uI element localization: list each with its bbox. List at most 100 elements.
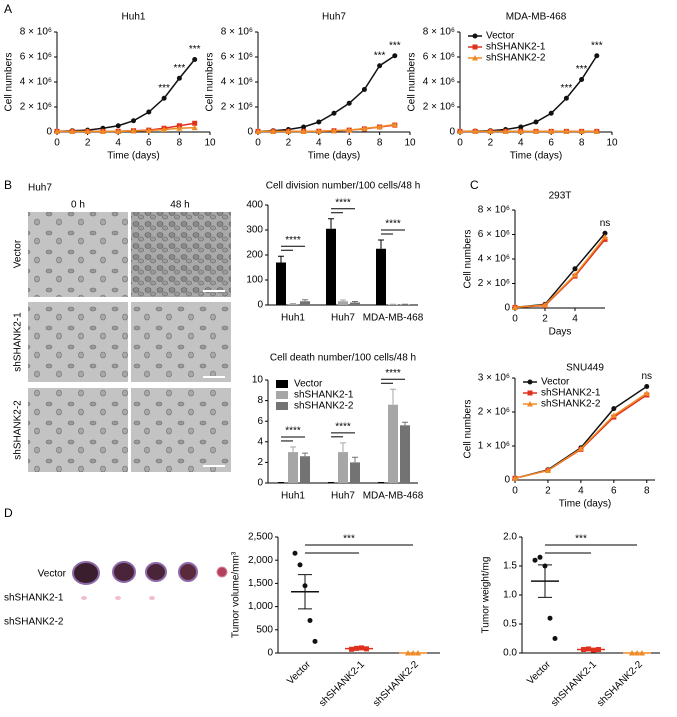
bar: [300, 456, 310, 483]
data-point: [538, 555, 543, 560]
x-tick-label: shSHANK2-1: [317, 659, 367, 709]
series-line: [515, 237, 605, 307]
y-tick-label: 3 × 10⁶: [478, 373, 510, 384]
legend-label: shSHANK2-2: [541, 399, 601, 410]
error-bar: [352, 457, 358, 462]
significance-label: ***: [561, 83, 573, 94]
bar: [338, 452, 348, 483]
x-tick-label: Huh7: [331, 491, 355, 502]
row-label: shSHANK2-1: [4, 593, 64, 604]
y-axis-label: Cell numbers: [463, 230, 474, 289]
x-tick-label: 4: [572, 314, 578, 325]
chart-title: Cell death number/100 cells/48 h: [270, 353, 416, 364]
panel-label: C: [470, 178, 479, 192]
y-tick-label: 2,000: [248, 555, 273, 566]
data-point: [349, 647, 354, 652]
y-tick-label: 6 × 10⁶: [221, 52, 253, 63]
significance-label: ns: [600, 218, 611, 229]
micrograph: [131, 212, 231, 297]
y-tick-label: 8 × 10⁶: [20, 27, 52, 38]
y-tick-label: 0: [257, 478, 263, 489]
data-point: [354, 646, 359, 651]
significance-label: ***: [389, 40, 401, 51]
error-bar: [278, 256, 284, 262]
significance-label: ***: [591, 40, 603, 51]
row-label: shSHANK2-2: [13, 400, 24, 460]
bar: [276, 263, 286, 306]
y-tick-label: 1,500: [248, 578, 273, 589]
series-line: [515, 233, 605, 307]
x-tick-label: Huh1: [281, 491, 305, 502]
y-tick-label: 1.5: [503, 561, 517, 572]
bar: [376, 249, 386, 305]
row-label: shSHANK2-1: [13, 312, 24, 372]
chart-title: SNU449: [566, 363, 604, 374]
bar: [326, 229, 336, 305]
series-line: [57, 128, 195, 132]
tumor: [73, 562, 99, 584]
bar: [300, 301, 310, 305]
x-axis-label: Days: [549, 327, 572, 338]
y-tick-label: 100: [246, 275, 263, 286]
data-point: [332, 111, 337, 116]
y-tick-label: 2 × 10⁶: [221, 102, 253, 113]
data-point: [377, 63, 382, 68]
y-tick-label: 8 × 10⁶: [221, 27, 253, 38]
y-tick-label: 0: [247, 127, 253, 138]
y-tick-label: 2 × 10⁶: [478, 407, 510, 418]
significance-label: ****: [285, 235, 301, 246]
data-point: [644, 384, 649, 389]
column-label: 0 h: [71, 200, 85, 211]
x-tick-label: 2: [286, 138, 292, 149]
data-point: [543, 564, 548, 569]
significance-label: ***: [374, 50, 386, 61]
y-tick-label: 2,500: [248, 532, 273, 543]
legend-label: shSHANK2-2: [294, 401, 354, 412]
x-axis-label: Time (days): [107, 151, 159, 162]
data-point: [116, 123, 121, 128]
data-point: [548, 616, 553, 621]
series-line: [258, 56, 395, 132]
error-bar: [302, 453, 308, 456]
legend-swatch: [276, 380, 288, 388]
legend-marker: [473, 45, 478, 50]
legend-label: shSHANK2-1: [294, 390, 354, 401]
y-tick-label: 0: [46, 127, 52, 138]
data-point: [298, 562, 303, 567]
y-tick-label: 2: [257, 457, 263, 468]
micrograph: [131, 302, 231, 382]
data-point: [313, 639, 318, 644]
x-tick-label: shSHANK2-2: [595, 659, 645, 709]
significance-label: ***: [343, 534, 355, 545]
data-point: [364, 646, 369, 651]
y-tick-label: 0.5: [503, 619, 517, 630]
significance-label: ns: [641, 371, 652, 382]
significance-label: ****: [385, 368, 401, 379]
x-tick-label: 10: [204, 138, 216, 149]
data-point: [359, 645, 364, 650]
legend-label: Vector: [541, 377, 570, 388]
tumor: [146, 563, 166, 581]
y-tick-label: 1 × 10⁶: [478, 441, 510, 452]
significance-label: ****: [335, 421, 351, 432]
x-tick-label: 10: [404, 138, 416, 149]
bar: [288, 304, 298, 305]
bar: [288, 452, 298, 483]
chart-title: Huh7: [322, 12, 346, 23]
data-point: [177, 76, 182, 81]
x-tick-label: Huh1: [281, 313, 305, 324]
x-tick-label: 6: [548, 138, 554, 149]
y-tick-label: 2 × 10⁶: [478, 278, 510, 289]
y-axis-label: Cell numbers: [4, 53, 15, 112]
x-tick-label: Huh7: [331, 313, 355, 324]
x-tick-label: 4: [518, 138, 524, 149]
error-bar: [402, 422, 408, 425]
y-tick-label: 500: [256, 624, 273, 635]
y-tick-label: 0: [267, 648, 273, 659]
y-axis-label: Tumor weight/mg: [481, 557, 492, 634]
x-tick-label: 8: [579, 138, 585, 149]
significance-label: ****: [385, 219, 401, 230]
error-bar: [340, 443, 346, 452]
legend-label: shSHANK2-1: [541, 388, 601, 399]
